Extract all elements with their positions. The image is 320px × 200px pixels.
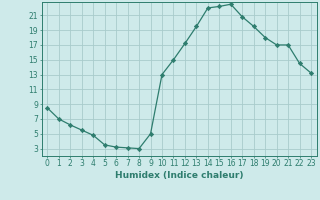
X-axis label: Humidex (Indice chaleur): Humidex (Indice chaleur) xyxy=(115,171,244,180)
